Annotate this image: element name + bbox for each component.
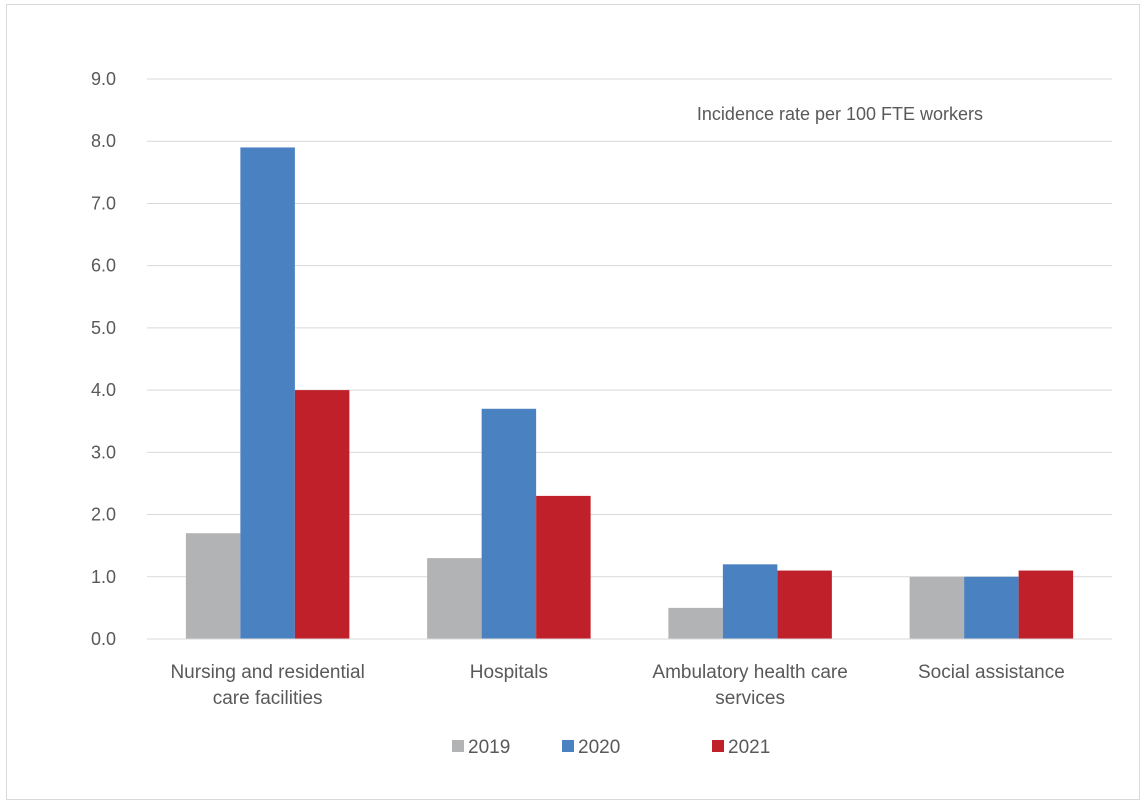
x-category-label: Hospitals [470,662,548,683]
x-category-label: Nursing and residential care facilities [170,662,364,709]
x-category-label-line: Social assistance [918,662,1065,683]
legend-label-2019: 2019 [468,737,510,758]
bars [185,147,1074,639]
bar-2020 [481,408,537,639]
bar-2019 [909,576,965,639]
bar-2019 [668,607,723,639]
chart-frame [6,4,1140,800]
y-tick-label: 6.0 [91,256,116,276]
bar-2020 [722,564,778,639]
y-tick-label: 1.0 [91,567,116,587]
legend-swatch-2020 [562,740,574,752]
y-tick-label: 4.0 [91,380,116,400]
y-tick-label: 8.0 [91,131,116,151]
bar-2019 [427,558,482,639]
x-category-label-line: Hospitals [470,662,548,683]
legend: 2019 2020 2021 [452,737,770,758]
bar-2019 [185,533,241,639]
x-category-label-line: care facilities [213,688,323,709]
y-axis-ticks: 0.0 1.0 2.0 3.0 4.0 5.0 6.0 7.0 8.0 9.0 [91,69,116,649]
y-tick-label: 7.0 [91,193,116,213]
x-category-label-line: Nursing and residential [170,662,364,683]
x-category-label-line: services [715,688,785,709]
chart-annotation: Incidence rate per 100 FTE workers [697,104,983,124]
y-tick-label: 0.0 [91,629,116,649]
x-category-label: Ambulatory health care services [652,662,847,709]
y-tick-label: 5.0 [91,318,116,338]
x-category-label: Social assistance [918,662,1065,683]
y-tick-label: 9.0 [91,69,116,89]
legend-swatch-2021 [712,740,724,752]
bar-2020 [964,576,1019,639]
bar-2021 [777,570,832,639]
y-tick-label: 2.0 [91,505,116,525]
bar-2020 [240,147,295,639]
legend-swatch-2019 [452,740,464,752]
x-axis-categories: Nursing and residential care facilities Ho… [170,662,1064,709]
x-category-label-line: Ambulatory health care [652,662,847,683]
bar-2021 [294,390,350,639]
bar-2021 [536,495,591,639]
legend-label-2020: 2020 [578,737,620,758]
y-tick-label: 3.0 [91,442,116,462]
legend-label-2021: 2021 [728,737,770,758]
bar-2021 [1018,570,1074,639]
